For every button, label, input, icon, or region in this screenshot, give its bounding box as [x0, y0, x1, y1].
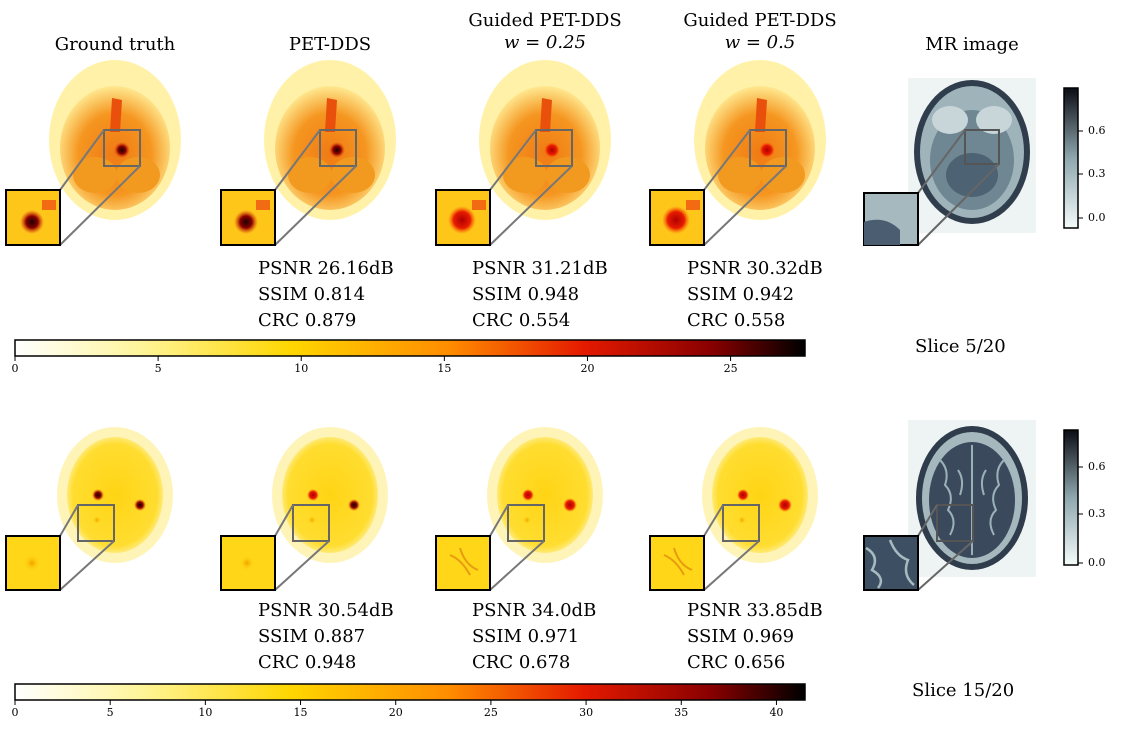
ssim-value: SSIM 0.887: [258, 626, 366, 647]
ssim-value: SSIM 0.942: [687, 284, 795, 305]
row2-mr-image: [863, 420, 1036, 591]
psnr-value: PSNR 31.21dB: [472, 258, 608, 279]
colorbar-tick-label: 15: [437, 362, 452, 375]
row2-mr-tick-label: 0.3: [1088, 507, 1106, 520]
colorbar-tick-label: 5: [106, 706, 114, 719]
colorbar-tick-label: 5: [154, 362, 162, 375]
colorbar-tick-label: 10: [294, 362, 309, 375]
colorbar-tick-label: 20: [580, 362, 595, 375]
row2-pet-guided-05: [649, 427, 818, 591]
row1-mr-colorbar: [1063, 87, 1083, 229]
column-title-line1: Guided PET-DDS: [468, 10, 622, 31]
column-title-line1: Guided PET-DDS: [683, 10, 837, 31]
column-title-mr: MR image: [872, 34, 1072, 56]
row2-mr-tick-label: 0.0: [1088, 556, 1106, 569]
ssim-value: SSIM 0.971: [472, 626, 580, 647]
column-title-guided-05: Guided PET-DDS w = 0.5: [660, 10, 860, 54]
column-title-guided-025: Guided PET-DDS w = 0.25: [445, 10, 645, 54]
psnr-value: PSNR 30.54dB: [258, 600, 394, 621]
crc-value: CRC 0.948: [258, 652, 357, 673]
psnr-value: PSNR 26.16dB: [258, 258, 394, 279]
ssim-value: SSIM 0.969: [687, 626, 795, 647]
colorbar-tick-label: 10: [198, 706, 213, 719]
crc-value: CRC 0.678: [472, 652, 571, 673]
colorbar-tick-label: 35: [674, 706, 689, 719]
psnr-value: PSNR 34.0dB: [472, 600, 597, 621]
colorbar-tick-label: 30: [579, 706, 594, 719]
row1-mr-tick-label: 0.6: [1088, 124, 1106, 137]
colorbar-tick-label: 25: [483, 706, 498, 719]
ssim-value: SSIM 0.948: [472, 284, 580, 305]
column-title-pet-dds: PET-DDS: [230, 34, 430, 56]
psnr-value: PSNR 30.32dB: [687, 258, 823, 279]
ssim-value: SSIM 0.814: [258, 284, 366, 305]
row1-mr-image: [863, 78, 1036, 246]
row1-metrics-pet-dds: PSNR 26.16dB SSIM 0.814 CRC 0.879: [258, 256, 394, 334]
crc-value: CRC 0.656: [687, 652, 786, 673]
column-title-line2: w = 0.5: [724, 32, 796, 53]
row1-pet-guided-025: [435, 60, 611, 246]
column-title-line1: PET-DDS: [288, 34, 372, 55]
crc-value: CRC 0.558: [687, 310, 786, 331]
crc-value: CRC 0.879: [258, 310, 357, 331]
row2-pet-ground-truth: [5, 427, 173, 591]
row1-slice-label: Slice 5/20: [915, 336, 1006, 357]
row2-mr-tick-label: 0.6: [1088, 460, 1106, 473]
row2-slice-label: Slice 15/20: [912, 680, 1015, 701]
row2-metrics-guided-05: PSNR 33.85dB SSIM 0.969 CRC 0.656: [687, 598, 823, 676]
psnr-value: PSNR 33.85dB: [687, 600, 823, 621]
row2-pet-guided-025: [435, 427, 603, 591]
row2-metrics-pet-dds: PSNR 30.54dB SSIM 0.887 CRC 0.948: [258, 598, 394, 676]
colorbar-tick-label: 15: [293, 706, 308, 719]
column-title-line1: MR image: [925, 34, 1019, 55]
row1-metrics-guided-025: PSNR 31.21dB SSIM 0.948 CRC 0.554: [472, 256, 608, 334]
row2-metrics-guided-025: PSNR 34.0dB SSIM 0.971 CRC 0.678: [472, 598, 596, 676]
colorbar-tick-label: 0: [11, 706, 19, 719]
colorbar-tick-label: 0: [11, 362, 19, 375]
colorbar-tick-label: 20: [388, 706, 403, 719]
row2-pet-dds: [220, 427, 388, 591]
colorbar-tick-label: 25: [723, 362, 738, 375]
row1-mr-tick-label: 0.3: [1088, 167, 1106, 180]
row1-pet-ground-truth: [5, 60, 181, 246]
row1-pet-dds: [220, 60, 396, 246]
row2-pet-colorbar: [14, 683, 806, 705]
row1-pet-guided-05: [649, 60, 826, 246]
row1-pet-colorbar: [14, 339, 806, 361]
row1-metrics-guided-05: PSNR 30.32dB SSIM 0.942 CRC 0.558: [687, 256, 823, 334]
row2-mr-colorbar: [1063, 429, 1083, 566]
column-title-line2: w = 0.25: [503, 32, 586, 53]
row1-mr-tick-label: 0.0: [1088, 211, 1106, 224]
column-title-ground-truth: Ground truth: [15, 34, 215, 56]
column-title-line1: Ground truth: [54, 34, 176, 55]
colorbar-tick-label: 40: [769, 706, 784, 719]
crc-value: CRC 0.554: [472, 310, 571, 331]
